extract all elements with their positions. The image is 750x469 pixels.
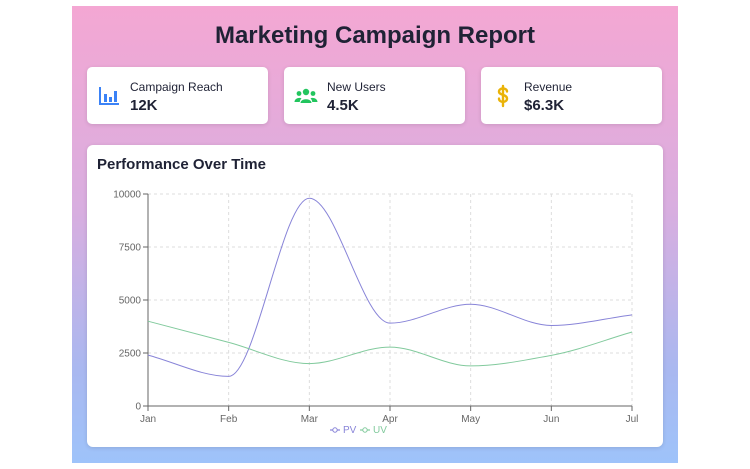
stat-card-campaign-reach: Campaign Reach 12K: [87, 67, 268, 124]
legend-marker-dot: [332, 427, 338, 433]
series-line-uv: [147, 320, 633, 367]
y-tick-label: 2500: [119, 349, 142, 360]
stat-value: 4.5K: [327, 97, 359, 114]
line-chart: 0 2500 5000 7500 10000 Jan Feb Mar Apr May Jun Jul P…: [113, 190, 639, 437]
series-line-pv: [147, 197, 633, 377]
x-tick-label: Jul: [626, 414, 639, 425]
stat-value: $6.3K: [524, 97, 565, 114]
x-tick-label: Apr: [382, 414, 398, 425]
x-tick-label: Jan: [140, 414, 156, 425]
page-title: Marketing Campaign Report: [214, 22, 536, 49]
x-tick-label: May: [461, 414, 480, 425]
stat-value: 12K: [130, 97, 158, 114]
x-tick-label: Feb: [220, 414, 238, 425]
y-tick-label: 5000: [119, 296, 142, 307]
stat-label: Revenue: [524, 80, 573, 94]
stat-card-new-users: New Users 4.5K: [284, 67, 465, 124]
y-tick-label: 10000: [113, 190, 141, 201]
stat-label: Campaign Reach: [130, 80, 223, 94]
x-tick-label: Jun: [543, 414, 559, 425]
stat-card-revenue: Revenue $6.3K: [481, 67, 662, 124]
legend-marker-dot: [362, 427, 368, 433]
dollar-icon: [497, 84, 509, 108]
y-tick-label: 0: [135, 402, 141, 413]
report-panel: Marketing Campaign Report Campaign Reach…: [72, 6, 678, 463]
x-tick-label: Mar: [301, 414, 319, 425]
performance-chart-card: Performance Over Time 0 2500 5000 7500 10000…: [87, 145, 663, 447]
legend-label-uv: UV: [373, 425, 387, 436]
stat-label: New Users: [327, 80, 386, 94]
legend-label-pv: PV: [343, 425, 357, 436]
users-icon: [294, 88, 318, 103]
bar-chart-icon: [99, 87, 119, 105]
chart-title: Performance Over Time: [97, 156, 266, 173]
y-tick-label: 7500: [119, 243, 142, 254]
